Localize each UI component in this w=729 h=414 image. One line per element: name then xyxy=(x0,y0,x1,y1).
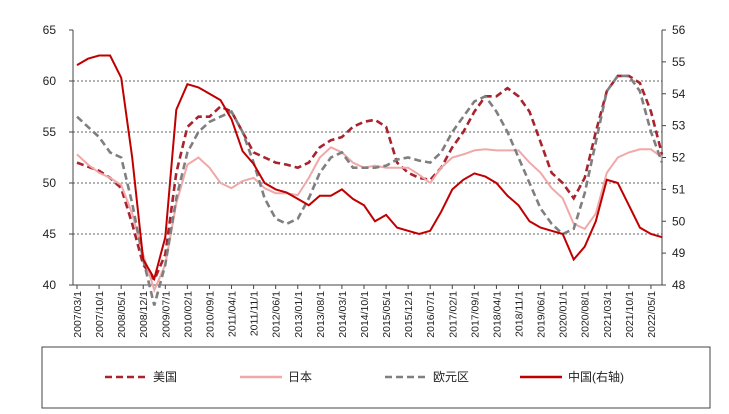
x-tick-label: 2015/05/1 xyxy=(381,291,393,338)
y2-tick-label: 53 xyxy=(672,119,686,133)
x-tick-label: 2008/05/1 xyxy=(116,291,128,338)
x-tick-label: 2018/04/1 xyxy=(491,291,503,338)
y2-tick-label: 54 xyxy=(672,87,686,101)
x-tick-label: 2012/06/1 xyxy=(271,291,283,338)
y2-tick-label: 48 xyxy=(672,278,686,292)
x-tick-label: 2009/07/1 xyxy=(160,291,172,338)
x-tick-label: 2013/08/1 xyxy=(315,291,327,338)
x-tick-label: 2017/02/1 xyxy=(447,291,459,338)
y-tick-label: 60 xyxy=(43,74,57,88)
series-line xyxy=(76,74,664,306)
x-tick-label: 2011/11/1 xyxy=(249,291,261,336)
x-tick-label: 2014/03/1 xyxy=(337,291,349,338)
legend-box xyxy=(41,346,711,409)
x-tick-label: 2020/01/1 xyxy=(558,291,570,338)
x-tick-label: 2020/08/1 xyxy=(580,291,592,338)
x-tick-label: 2016/07/1 xyxy=(425,291,437,338)
x-tick-label: 2013/01/1 xyxy=(293,291,305,338)
x-tick-label: 2010/02/1 xyxy=(182,291,194,338)
x-tick-label: 2022/05/1 xyxy=(646,291,658,338)
series-line xyxy=(76,54,663,282)
x-tick-label: 2007/10/1 xyxy=(94,291,106,338)
y2-tick-label: 55 xyxy=(672,55,686,69)
series-line xyxy=(76,74,664,283)
x-tick-label: 2021/03/1 xyxy=(602,291,614,338)
y2-tick-label: 49 xyxy=(672,246,686,260)
y-tick-label: 40 xyxy=(43,278,57,292)
x-tick-label: 2014/10/1 xyxy=(359,291,371,338)
x-tick-label: 2021/10/1 xyxy=(624,291,636,338)
y-tick-label: 55 xyxy=(43,125,57,139)
y2-tick-label: 50 xyxy=(672,214,686,228)
x-tick-label: 2018/11/1 xyxy=(514,291,526,337)
y2-tick-label: 56 xyxy=(672,23,686,37)
y-tick-label: 50 xyxy=(43,176,57,190)
legend-label: 日本 xyxy=(288,370,312,384)
y-tick-label: 45 xyxy=(43,227,57,241)
y-tick-label: 65 xyxy=(43,23,57,37)
legend-label: 美国 xyxy=(153,370,177,384)
legend-label: 欧元区 xyxy=(433,370,469,384)
legend-label: 中国(右轴) xyxy=(568,369,624,384)
y2-tick-label: 52 xyxy=(672,151,686,165)
x-tick-label: 2015/12/1 xyxy=(403,291,415,338)
x-tick-label: 2007/03/1 xyxy=(72,291,84,338)
x-tick-label: 2010/09/1 xyxy=(204,291,216,338)
series-line xyxy=(76,146,663,293)
x-tick-label: 2011/04/1 xyxy=(227,291,239,337)
y2-tick-label: 51 xyxy=(672,182,686,196)
x-tick-label: 2008/12/1 xyxy=(138,291,150,338)
x-tick-label: 2019/06/1 xyxy=(536,291,548,338)
x-tick-label: 2017/09/1 xyxy=(469,291,481,338)
